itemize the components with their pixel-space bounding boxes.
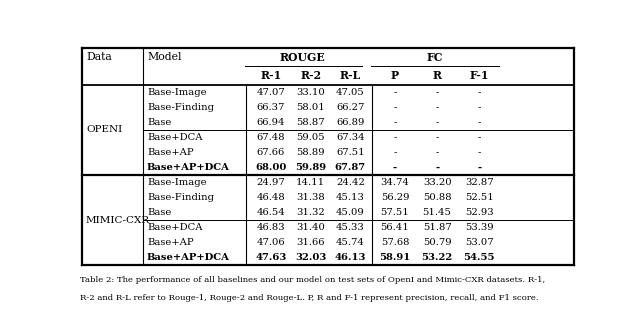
Text: 66.37: 66.37 xyxy=(257,103,285,112)
Text: -: - xyxy=(477,88,481,97)
Text: 32.87: 32.87 xyxy=(465,178,493,187)
Text: Base-Finding: Base-Finding xyxy=(147,193,214,202)
Text: 31.66: 31.66 xyxy=(296,238,325,247)
Text: -: - xyxy=(393,118,397,127)
Text: -: - xyxy=(393,148,397,157)
Text: -: - xyxy=(393,103,397,112)
Text: -: - xyxy=(477,163,481,172)
Text: Base+AP: Base+AP xyxy=(147,148,193,157)
Text: Base: Base xyxy=(147,118,172,127)
Text: 47.06: 47.06 xyxy=(257,238,285,247)
Text: 67.87: 67.87 xyxy=(335,163,366,172)
Text: 32.03: 32.03 xyxy=(295,253,326,262)
Text: MIMIC-CXR: MIMIC-CXR xyxy=(86,215,150,224)
Text: 45.13: 45.13 xyxy=(336,193,365,202)
Text: -: - xyxy=(393,163,397,172)
Text: 45.33: 45.33 xyxy=(336,223,365,232)
Text: 47.05: 47.05 xyxy=(336,88,365,97)
Text: 51.87: 51.87 xyxy=(423,223,451,232)
Text: -: - xyxy=(477,148,481,157)
Text: 52.51: 52.51 xyxy=(465,193,493,202)
Text: 50.88: 50.88 xyxy=(423,193,451,202)
Text: R: R xyxy=(433,70,442,81)
Text: 53.22: 53.22 xyxy=(422,253,452,262)
Text: 67.34: 67.34 xyxy=(336,133,365,142)
Text: 45.09: 45.09 xyxy=(336,208,365,217)
Text: 58.91: 58.91 xyxy=(380,253,411,262)
Text: R-2 and R-L refer to Rouge-1, Rouge-2 and Rouge-L. P, R and F-1 represent precis: R-2 and R-L refer to Rouge-1, Rouge-2 an… xyxy=(80,294,539,302)
Text: 58.89: 58.89 xyxy=(296,148,325,157)
Text: 31.38: 31.38 xyxy=(296,193,325,202)
Text: -: - xyxy=(477,118,481,127)
Text: -: - xyxy=(435,118,439,127)
Text: -: - xyxy=(435,148,439,157)
Text: 57.68: 57.68 xyxy=(381,238,409,247)
Text: 14.11: 14.11 xyxy=(296,178,325,187)
Text: 24.42: 24.42 xyxy=(336,178,365,187)
Text: 58.87: 58.87 xyxy=(296,118,325,127)
Text: -: - xyxy=(477,103,481,112)
Text: 46.54: 46.54 xyxy=(257,208,285,217)
Text: 31.40: 31.40 xyxy=(296,223,325,232)
Text: 46.83: 46.83 xyxy=(257,223,285,232)
Text: Base+DCA: Base+DCA xyxy=(147,133,202,142)
Text: 50.79: 50.79 xyxy=(423,238,451,247)
Text: Base: Base xyxy=(147,208,172,217)
Text: 57.51: 57.51 xyxy=(381,208,410,217)
Text: 58.01: 58.01 xyxy=(296,103,325,112)
Text: 47.07: 47.07 xyxy=(257,88,285,97)
Text: Base+AP+DCA: Base+AP+DCA xyxy=(147,253,230,262)
Text: R-L: R-L xyxy=(340,70,361,81)
Text: Base-Image: Base-Image xyxy=(147,88,207,97)
Text: Base+DCA: Base+DCA xyxy=(147,223,202,232)
Text: 68.00: 68.00 xyxy=(255,163,287,172)
Text: 45.74: 45.74 xyxy=(336,238,365,247)
Text: 31.32: 31.32 xyxy=(296,208,325,217)
Text: 67.48: 67.48 xyxy=(257,133,285,142)
Text: F-1: F-1 xyxy=(470,70,489,81)
Text: 56.41: 56.41 xyxy=(381,223,410,232)
Text: 24.97: 24.97 xyxy=(257,178,285,187)
Text: 56.29: 56.29 xyxy=(381,193,409,202)
Text: 34.74: 34.74 xyxy=(381,178,410,187)
Text: -: - xyxy=(477,133,481,142)
Text: 52.93: 52.93 xyxy=(465,208,493,217)
Text: 67.66: 67.66 xyxy=(257,148,285,157)
Text: -: - xyxy=(393,133,397,142)
Text: Table 2: The performance of all baselines and our model on test sets of OpenI an: Table 2: The performance of all baseline… xyxy=(80,276,545,284)
Text: -: - xyxy=(435,88,439,97)
Text: 46.13: 46.13 xyxy=(335,253,366,262)
Text: Data: Data xyxy=(86,52,112,62)
Text: 47.63: 47.63 xyxy=(255,253,287,262)
Text: -: - xyxy=(393,88,397,97)
Text: 46.48: 46.48 xyxy=(257,193,285,202)
Text: 66.94: 66.94 xyxy=(257,118,285,127)
Text: R-1: R-1 xyxy=(260,70,282,81)
Text: Base-Finding: Base-Finding xyxy=(147,103,214,112)
Text: -: - xyxy=(435,133,439,142)
Text: 33.20: 33.20 xyxy=(423,178,451,187)
Text: 66.89: 66.89 xyxy=(336,118,365,127)
Text: Base+AP+DCA: Base+AP+DCA xyxy=(147,163,230,172)
Text: 51.45: 51.45 xyxy=(422,208,452,217)
Text: Model: Model xyxy=(147,52,182,62)
Text: 54.55: 54.55 xyxy=(463,253,495,262)
Text: FC: FC xyxy=(426,52,443,63)
Text: 53.07: 53.07 xyxy=(465,238,493,247)
Text: P: P xyxy=(391,70,399,81)
Text: R-2: R-2 xyxy=(300,70,321,81)
Text: 53.39: 53.39 xyxy=(465,223,493,232)
Text: 67.51: 67.51 xyxy=(336,148,365,157)
Text: -: - xyxy=(435,163,439,172)
Text: 59.89: 59.89 xyxy=(295,163,326,172)
Text: 66.27: 66.27 xyxy=(336,103,365,112)
Text: 33.10: 33.10 xyxy=(296,88,325,97)
Text: Base+AP: Base+AP xyxy=(147,238,193,247)
Text: 59.05: 59.05 xyxy=(296,133,325,142)
Text: -: - xyxy=(435,103,439,112)
Text: Base-Image: Base-Image xyxy=(147,178,207,187)
Text: OPENI: OPENI xyxy=(86,125,122,134)
Text: ROUGE: ROUGE xyxy=(280,52,325,63)
